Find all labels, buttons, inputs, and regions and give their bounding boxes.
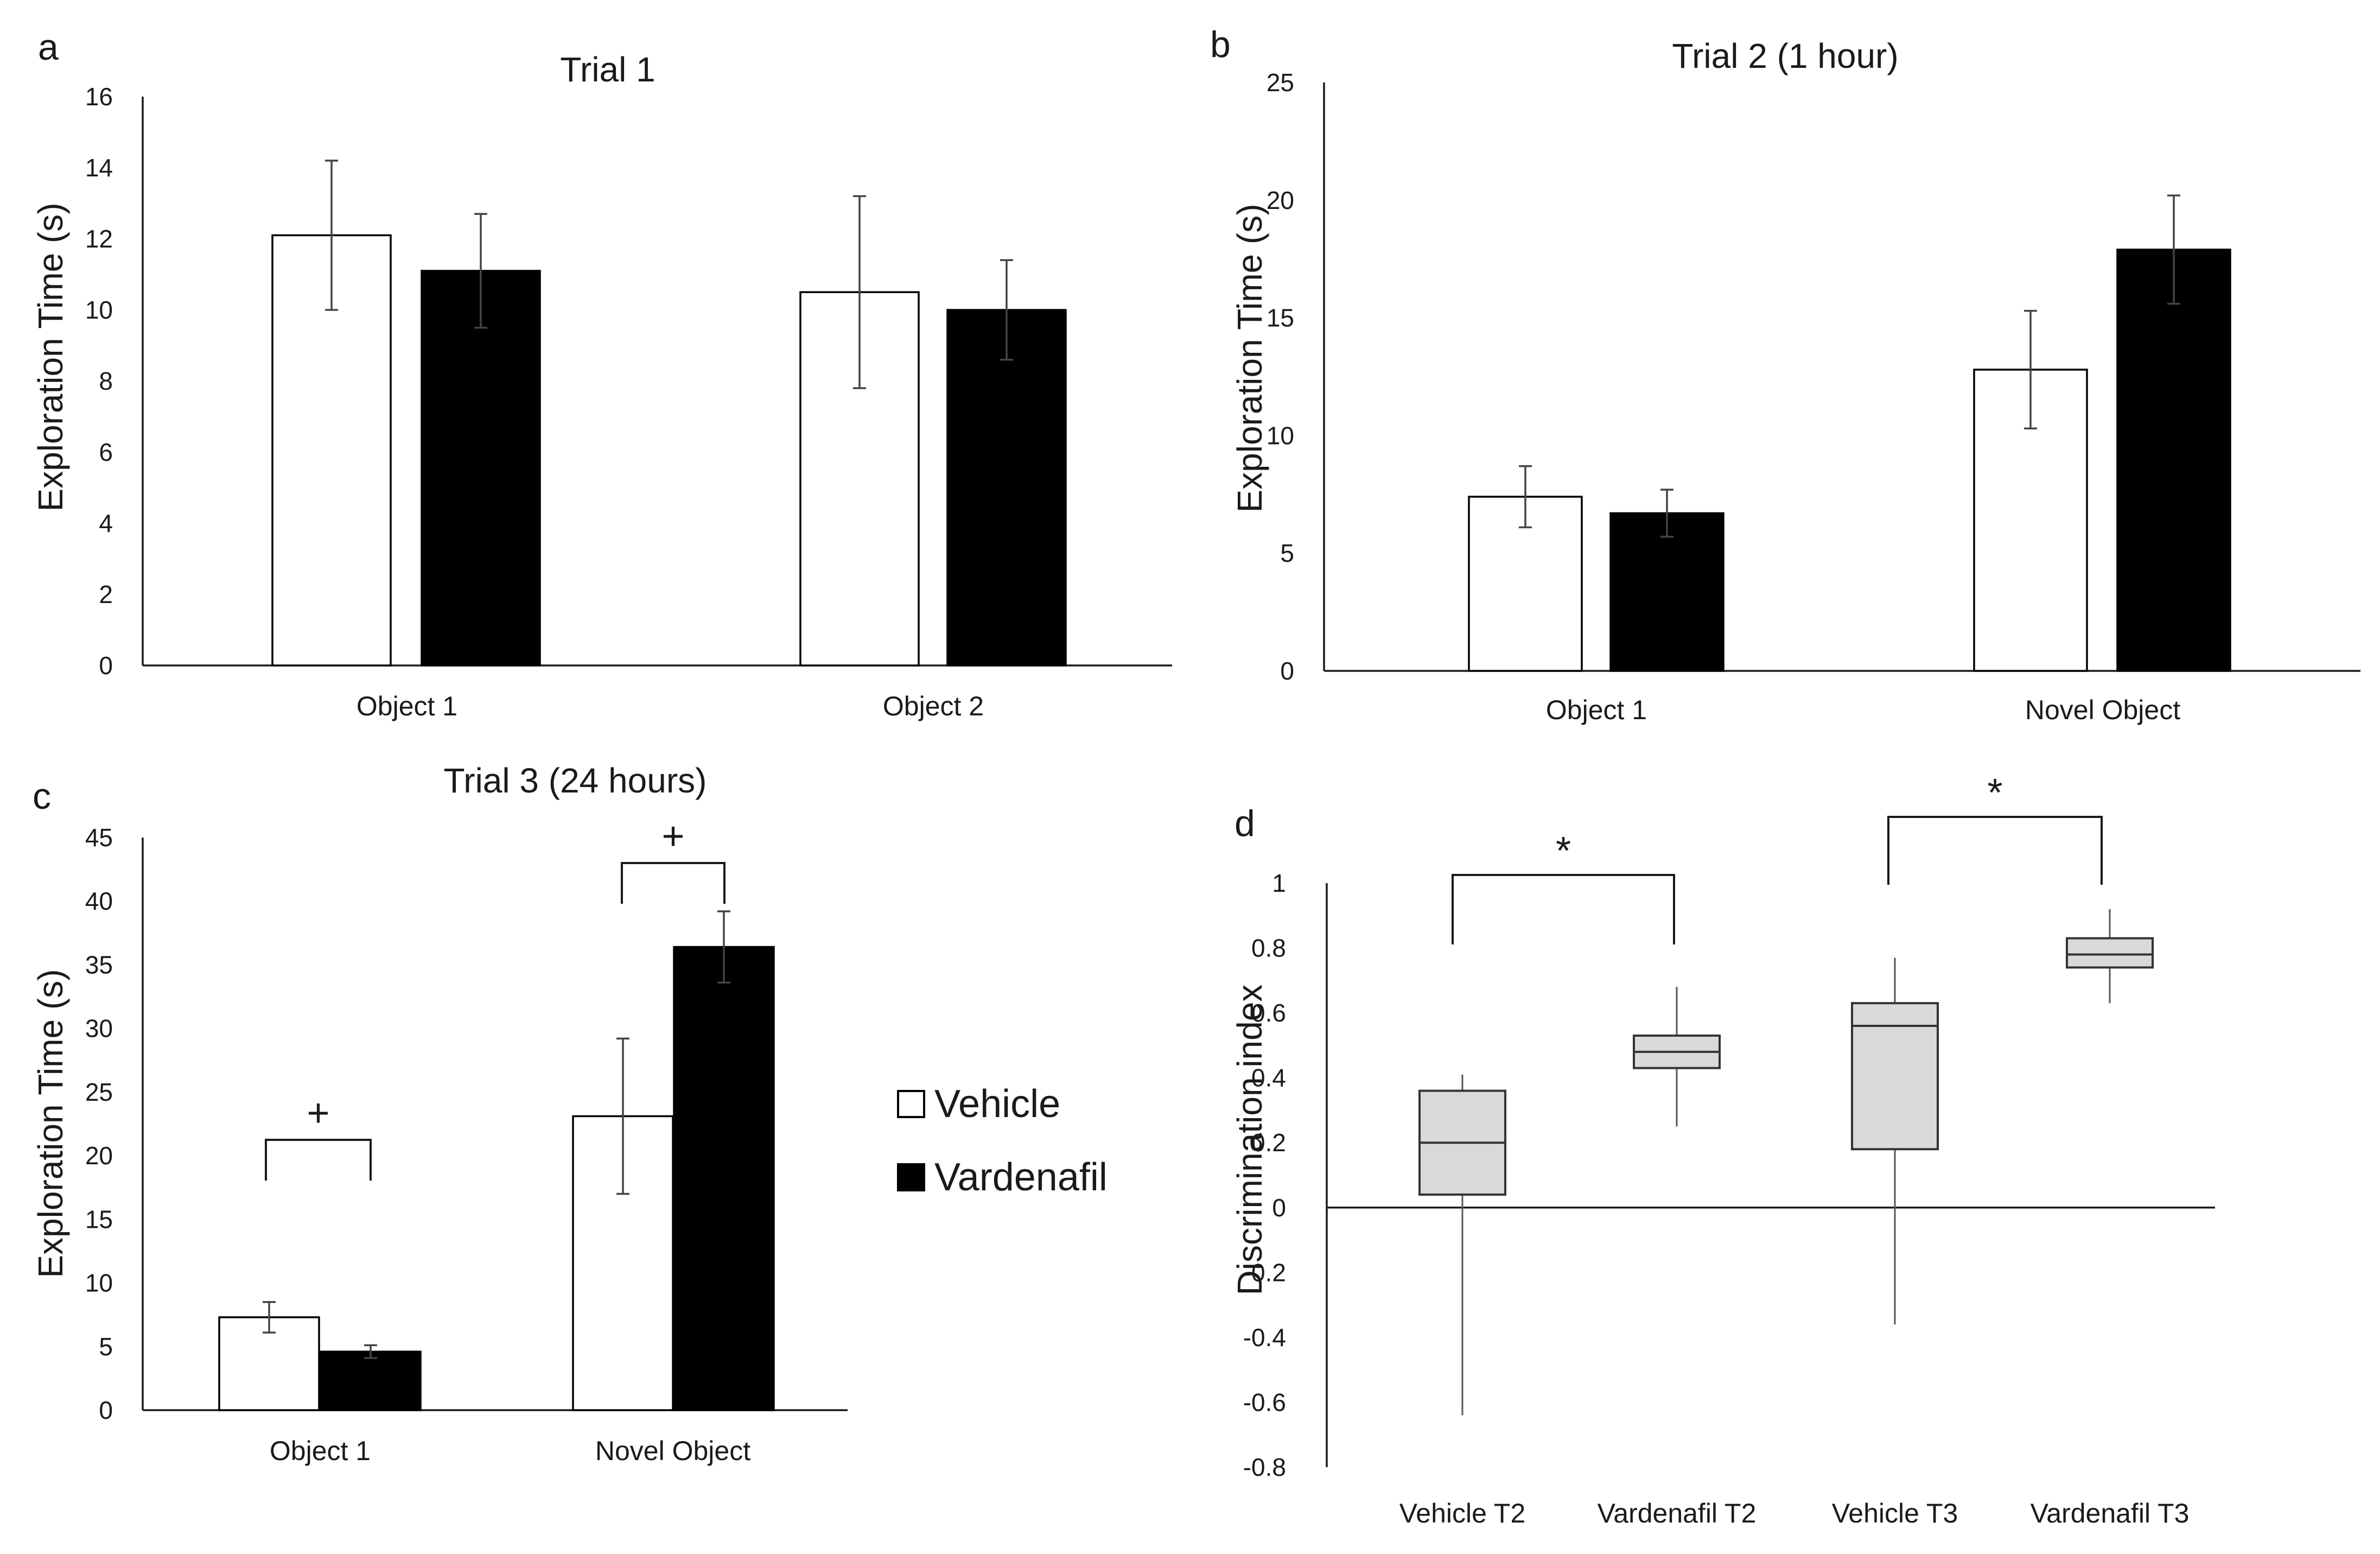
significance-marker: * [1556, 829, 1571, 873]
y-tick-label: 10 [85, 296, 113, 324]
y-tick-label: 0.2 [1251, 1128, 1286, 1157]
legend: Vehicle Vardenafil [897, 1082, 1108, 1199]
y-tick-label: 0 [99, 1396, 113, 1424]
y-tick-label: 25 [1267, 68, 1294, 97]
x-category-label: Vardenafil T3 [2031, 1498, 2190, 1528]
x-category-label: Novel Object [595, 1436, 750, 1466]
panel-c-title: Trial 3 (24 hours) [444, 761, 707, 800]
y-tick-label: 20 [1267, 186, 1294, 214]
bar-vardenafil-1 [320, 1350, 422, 1411]
significance-bracket [1452, 874, 1675, 944]
y-tick-label: 0 [1272, 1194, 1286, 1222]
bar-vardenafil-2 [2116, 249, 2231, 672]
significance-marker: + [307, 1092, 329, 1135]
y-tick-label: 40 [85, 887, 113, 915]
panel-label-c: c [33, 776, 51, 817]
x-category-label: Vehicle T3 [1832, 1498, 1958, 1528]
y-tick-label: 2 [99, 580, 113, 608]
y-tick-label: 5 [1280, 539, 1294, 567]
x-category-label: Object 1 [270, 1436, 371, 1466]
y-tick-label: 25 [85, 1078, 113, 1106]
y-tick-label: -0.4 [1243, 1323, 1286, 1352]
significance-marker: * [1987, 771, 2002, 815]
bar-vardenafil-2 [946, 309, 1067, 667]
panel-d-y-axis-label: Discrimination index [1230, 985, 1269, 1296]
panel-a-y-axis-label: Exploration Time (s) [31, 202, 70, 511]
y-tick-label: -0.2 [1243, 1258, 1286, 1286]
legend-label-vardenafil: Vardenafil [934, 1156, 1108, 1199]
significance-bracket [265, 1139, 372, 1181]
y-tick-label: 14 [85, 154, 113, 182]
y-tick-label: 1 [1272, 869, 1286, 897]
legend-label-vehicle: Vehicle [934, 1082, 1060, 1126]
bar-vardenafil-1 [421, 270, 541, 667]
panel-b-y-axis-label: Exploration Time (s) [1230, 204, 1269, 512]
y-tick-label: 0 [99, 651, 113, 680]
y-tick-label: 16 [85, 83, 113, 111]
y-tick-label: 0.8 [1251, 934, 1286, 962]
bar-vardenafil-1 [1609, 512, 1724, 672]
y-tick-label: 30 [85, 1014, 113, 1043]
y-tick-label: 8 [99, 367, 113, 395]
y-tick-label: 5 [99, 1333, 113, 1361]
y-tick-label: 10 [85, 1269, 113, 1297]
x-category-label: Object 2 [883, 691, 984, 721]
panel-label-b: b [1210, 24, 1231, 65]
panel-d: d Discrimination index 1 0.8 0.6 0.4 0.2 0 -0.… [1230, 771, 2215, 1528]
y-tick-label: 15 [85, 1205, 113, 1233]
box-3 [1851, 1002, 1939, 1151]
y-tick-label: -0.8 [1243, 1453, 1286, 1481]
bar-vardenafil-2 [673, 946, 775, 1411]
y-tick-label: -0.6 [1243, 1388, 1286, 1416]
x-category-label: Vardenafil T2 [1598, 1498, 1757, 1528]
y-tick-label: 15 [1267, 304, 1294, 332]
panel-b: b Trial 2 (1 hour) Exploration Time (s) … [1210, 24, 2360, 725]
y-tick-label: 35 [85, 950, 113, 979]
panel-c-y-axis-label: Exploration Time (s) [31, 969, 70, 1278]
panel-label-d: d [1234, 803, 1255, 844]
significance-bracket [621, 862, 726, 904]
x-category-label: Novel Object [2025, 695, 2180, 725]
panel-b-title: Trial 2 (1 hour) [1672, 36, 1898, 75]
y-tick-label: 4 [99, 509, 113, 537]
y-tick-label: 0 [1280, 657, 1294, 685]
panel-c: c Trial 3 (24 hours) Exploration Time (s… [31, 761, 848, 1466]
y-tick-label: 45 [85, 823, 113, 852]
panel-a-title: Trial 1 [560, 50, 655, 89]
y-tick-label: 10 [1267, 421, 1294, 449]
legend-swatch-vehicle [897, 1090, 925, 1118]
panel-label-a: a [38, 27, 59, 68]
y-tick-label: 6 [99, 438, 113, 466]
y-tick-label: 0.6 [1251, 999, 1286, 1027]
y-tick-label: 12 [85, 225, 113, 253]
significance-bracket [1887, 816, 2103, 885]
box-4 [2066, 937, 2154, 969]
x-category-label: Object 1 [1546, 695, 1647, 725]
panel-a: a Trial 1 Exploration Time (s) 0 2 4 6 8 10 12… [31, 27, 1172, 721]
y-tick-label: 20 [85, 1141, 113, 1170]
x-category-label: Vehicle T2 [1399, 1498, 1526, 1528]
y-tick-label: 0.4 [1251, 1064, 1286, 1092]
x-category-label: Object 1 [357, 691, 457, 721]
bar-vehicle-1 [1468, 496, 1583, 672]
legend-swatch-vardenafil [897, 1163, 925, 1191]
significance-marker: + [661, 815, 684, 858]
